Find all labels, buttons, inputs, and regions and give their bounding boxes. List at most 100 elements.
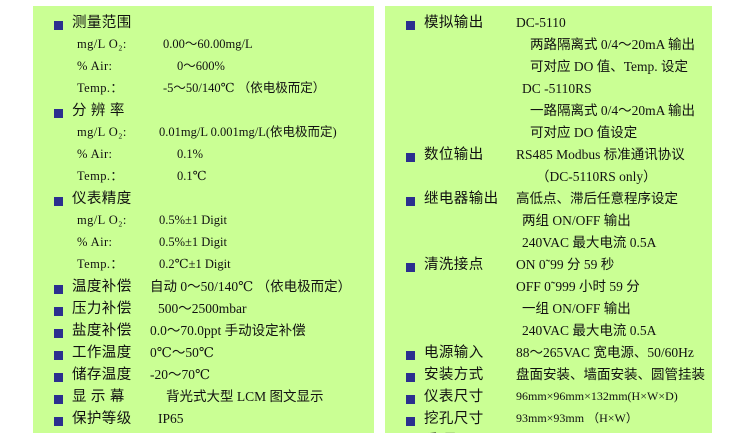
spec-value: 0.5%±1 Digit: [159, 213, 227, 227]
bullet-cell: [33, 258, 63, 272]
spec-row: % Air: 0.5%±1 Digit: [33, 236, 374, 258]
spec-row: 压力补偿 500～2500mbar: [33, 302, 374, 324]
spec-value: 0℃～50℃: [150, 345, 214, 360]
spec-value: 背光式大型 LCM 图文显示: [166, 389, 324, 404]
spec-label: 继电器输出: [424, 191, 499, 207]
spec-label: Temp.：: [77, 257, 124, 271]
spec-value: 0.5%±1 Digit: [159, 235, 227, 249]
spec-label: 数位输出: [424, 147, 484, 163]
spec-label: 电源输入: [424, 345, 484, 361]
square-bullet-icon: [406, 263, 415, 272]
square-bullet-icon: [54, 21, 63, 30]
spec-value: 自动 0～50/140℃ （依电极而定）: [150, 279, 352, 294]
square-bullet-icon: [54, 373, 63, 382]
spec-label: mg/L O₂:: [77, 125, 127, 139]
spec-row: 工作温度 0℃～50℃: [33, 346, 374, 368]
spec-label: mg/L O₂:: [77, 37, 127, 51]
spec-row: % Air: 0.1%: [33, 148, 374, 170]
bullet-cell: [33, 390, 63, 404]
spec-value: 可对应 DO 值、Temp. 设定: [530, 59, 689, 74]
spec-row: 温度补偿 自动 0～50/140℃ （依电极而定）: [33, 280, 374, 302]
bullet-cell: [33, 346, 63, 360]
spec-row: Temp.： -5～50/140℃ （依电极而定）: [33, 82, 374, 104]
spec-row: Temp.： 0.1℃: [33, 170, 374, 192]
spec-value: 88～265VAC 宽电源、50/60Hz: [516, 345, 694, 360]
bullet-cell: [385, 16, 415, 30]
square-bullet-icon: [406, 197, 415, 206]
spec-value: OFF 0˜999 小时 59 分: [516, 279, 640, 294]
spec-row: mg/L O₂: 0.01mg/L 0.001mg/L(依电极而定): [33, 126, 374, 148]
spec-row: mg/L O₂: 0.00～60.00mg/L: [33, 38, 374, 60]
spec-value: 两路隔离式 0/4～20mA 输出: [530, 37, 696, 52]
spec-value: IP65: [158, 411, 184, 426]
square-bullet-icon: [406, 153, 415, 162]
square-bullet-icon: [406, 395, 415, 404]
spec-label: 盐度补偿: [72, 323, 132, 339]
spec-row: 可对应 DO 值设定: [385, 126, 712, 148]
square-bullet-icon: [406, 417, 415, 426]
bullet-cell: [33, 170, 63, 184]
spec-value: RS485 Modbus 标准通讯协议: [516, 147, 685, 162]
square-bullet-icon: [54, 307, 63, 316]
spec-label: 仪表尺寸: [424, 389, 484, 405]
square-bullet-icon: [54, 395, 63, 404]
spec-label: 温度补偿: [72, 279, 132, 295]
spec-row: 挖孔尺寸 93mm×93mm （H×W）: [385, 412, 712, 433]
spec-value: 240VAC 最大电流 0.5A: [522, 235, 657, 250]
bullet-cell: [33, 148, 63, 162]
spec-label: 清洗接点: [424, 257, 484, 273]
left-spec-rows: 测量范围 mg/L O₂: 0.00～60.00mg/L % Air: 0～600% Te…: [33, 6, 374, 433]
spec-label: Temp.：: [77, 169, 124, 183]
spec-value: 0.2℃±1 Digit: [159, 257, 231, 271]
bullet-cell: [385, 258, 415, 272]
bullet-cell: [385, 346, 415, 360]
spec-row: （DC-5110RS only）: [385, 170, 712, 192]
bullet-cell: [385, 214, 415, 228]
left-spec-panel: 测量范围 mg/L O₂: 0.00～60.00mg/L % Air: 0～600% Te…: [33, 6, 374, 433]
spec-row: 可对应 DO 值、Temp. 设定: [385, 60, 712, 82]
spec-value: 盘面安装、墙面安装、圆管挂装: [516, 367, 705, 382]
square-bullet-icon: [54, 109, 63, 118]
right-spec-panel: 模拟输出 DC-5110 两路隔离式 0/4～20mA 输出 可对应 DO 值、Tem…: [385, 6, 712, 433]
spec-value: 500～2500mbar: [158, 301, 247, 316]
bullet-cell: [33, 324, 63, 338]
bullet-cell: [33, 82, 63, 96]
spec-value: DC -5110RS: [522, 81, 592, 96]
bullet-cell: [33, 412, 63, 426]
spec-row: 数位输出 RS485 Modbus 标准通讯协议: [385, 148, 712, 170]
spec-value: 0.01mg/L 0.001mg/L(依电极而定): [159, 125, 337, 139]
spec-value: 0～600%: [177, 59, 225, 73]
spec-row: 储存温度 -20～70℃: [33, 368, 374, 390]
bullet-cell: [385, 390, 415, 404]
spec-row: OFF 0˜999 小时 59 分: [385, 280, 712, 302]
spec-value: -20～70℃: [150, 367, 211, 382]
spec-row: 两组 ON/OFF 输出: [385, 214, 712, 236]
square-bullet-icon: [406, 373, 415, 382]
spec-value: 240VAC 最大电流 0.5A: [522, 323, 657, 338]
spec-row: DC -5110RS: [385, 82, 712, 104]
bullet-cell: [33, 104, 63, 118]
spec-label: 挖孔尺寸: [424, 411, 484, 427]
bullet-cell: [385, 148, 415, 162]
spec-label: 显 示 幕: [72, 389, 125, 405]
bullet-cell: [385, 368, 415, 382]
spec-row: 盐度补偿 0.0～70.0ppt 手动设定补偿: [33, 324, 374, 346]
spec-value: 一路隔离式 0/4～20mA 输出: [530, 103, 696, 118]
bullet-cell: [385, 236, 415, 250]
spec-label: 压力补偿: [72, 301, 132, 317]
bullet-cell: [385, 126, 415, 140]
spec-row: 240VAC 最大电流 0.5A: [385, 236, 712, 258]
bullet-cell: [385, 412, 415, 426]
spec-row: 仪表尺寸 96mm×96mm×132mm(H×W×D): [385, 390, 712, 412]
spec-row: 仪表精度: [33, 192, 374, 214]
right-spec-rows: 模拟输出 DC-5110 两路隔离式 0/4～20mA 输出 可对应 DO 值、Tem…: [385, 6, 712, 433]
spec-label: 保护等级: [72, 411, 132, 427]
spec-value: 93mm×93mm （H×W）: [516, 411, 638, 425]
spec-row: 分 辨 率: [33, 104, 374, 126]
square-bullet-icon: [54, 329, 63, 338]
bullet-cell: [33, 214, 63, 228]
bullet-cell: [33, 302, 63, 316]
bullet-cell: [33, 126, 63, 140]
bullet-cell: [385, 192, 415, 206]
spec-label: % Air:: [77, 235, 113, 249]
